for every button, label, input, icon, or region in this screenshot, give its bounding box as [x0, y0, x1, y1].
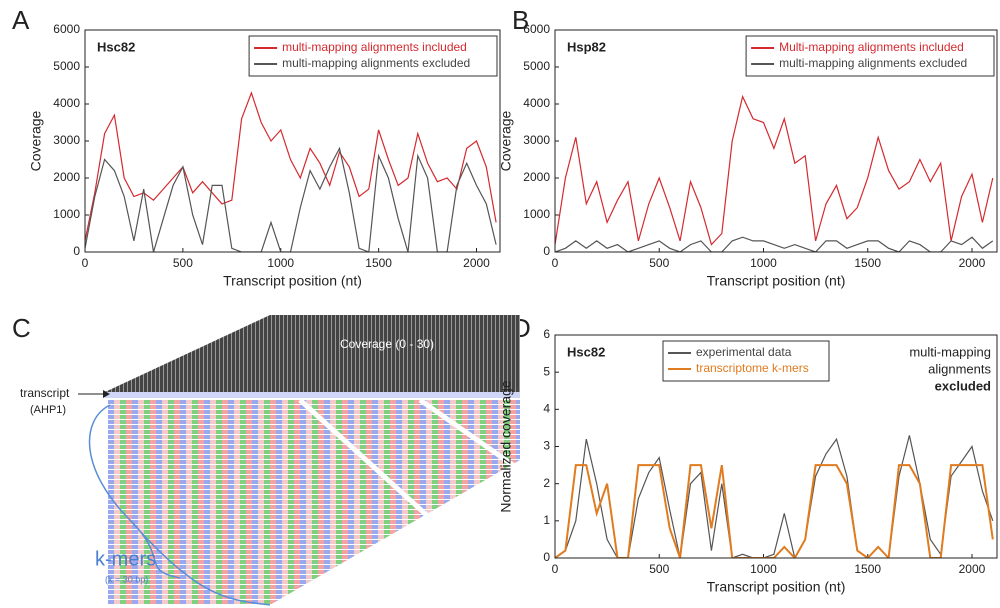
chart: 0 1000 2000 3000 4000 5000 6000 0 500 1000 1500 200… — [28, 22, 501, 289]
y-tick-label: 0 — [543, 244, 550, 258]
y-tick-label: 1 — [543, 513, 550, 527]
chart: 0 1000 2000 3000 4000 5000 6000 0 500 1000 1500 200… — [498, 22, 998, 289]
panel-label: B — [512, 5, 529, 35]
y-tick-label: 0 — [543, 550, 550, 564]
chart-title: Hsc82 — [97, 39, 135, 54]
panel-label: C — [12, 313, 31, 343]
y-tick-label: 3000 — [523, 133, 550, 147]
arrow-head — [103, 390, 110, 398]
panel-label: A — [12, 5, 30, 35]
x-axis-label: Transcript position (nt) — [223, 273, 362, 289]
y-tick-label: 3000 — [53, 133, 80, 147]
y-tick-label: 6000 — [53, 22, 80, 36]
plot-frame — [554, 334, 998, 559]
y-tick-label: 5000 — [53, 59, 80, 73]
y-tick-label: 6 — [543, 327, 550, 341]
x-tick-label: 0 — [552, 256, 559, 270]
legend-box — [745, 35, 995, 77]
x-tick-label: 2000 — [463, 256, 490, 270]
legend-entry: multi-mapping alignments excluded — [779, 56, 967, 70]
y-tick-label: 0 — [73, 244, 80, 258]
x-tick-label: 1000 — [750, 562, 777, 576]
kmer-bracket — [88, 404, 271, 606]
kmer-diagram: Coverage (0 - 30) transcript (AHP1) k-me… — [20, 315, 522, 608]
x-tick-label: 1500 — [854, 256, 881, 270]
x-tick-label: 1500 — [365, 256, 392, 270]
transcript-sequence — [105, 392, 520, 398]
legend-entry: multi-mapping alignments excluded — [282, 56, 470, 70]
legend-entry: experimental data — [696, 345, 792, 359]
y-tick-label: 6000 — [523, 22, 550, 36]
legend-entry: Multi-mapping alignments included — [779, 40, 964, 54]
chart: 0 1 2 3 4 5 6 0 500 1000 1500 2000 Transcript positi… — [498, 327, 998, 595]
series-line — [555, 94, 994, 246]
coverage-label: Coverage (0 - 30) — [340, 337, 434, 351]
y-tick-label: 2000 — [523, 170, 550, 184]
x-tick-label: 500 — [173, 256, 193, 270]
legend-box — [662, 340, 830, 382]
x-tick-label: 500 — [649, 562, 669, 576]
coverage-histogram — [105, 315, 520, 392]
alignment-gap — [418, 397, 522, 473]
series-line — [85, 146, 497, 252]
y-tick-label: 5 — [543, 364, 550, 378]
y-tick-label: 1000 — [53, 207, 80, 221]
x-tick-label: 1000 — [267, 256, 294, 270]
x-tick-label: 0 — [82, 256, 89, 270]
diagram-mask — [270, 460, 520, 608]
x-tick-label: 0 — [552, 562, 559, 576]
y-tick-label: 5000 — [523, 59, 550, 73]
kmer-rows — [108, 400, 520, 605]
x-tick-label: 2000 — [959, 562, 986, 576]
annotation: excluded — [935, 378, 991, 393]
annotation: multi-mapping — [909, 344, 991, 359]
chart-title: Hsp82 — [567, 39, 606, 54]
plot-frame — [554, 29, 998, 253]
x-axis-label: Transcript position (nt) — [707, 273, 846, 289]
chart-title: Hsc82 — [567, 344, 605, 359]
y-axis-label: Coverage — [28, 110, 44, 171]
plot-frame — [84, 29, 501, 253]
x-tick-label: 500 — [649, 256, 669, 270]
y-axis-label: Coverage — [498, 110, 514, 171]
series-line — [555, 464, 994, 558]
y-tick-label: 4000 — [523, 96, 550, 110]
kmers-label: k-mers — [95, 548, 156, 570]
plot-area — [85, 91, 497, 252]
x-tick-label: 1000 — [750, 256, 777, 270]
legend-entry: multi-mapping alignments included — [282, 40, 467, 54]
annotation: alignments — [928, 361, 991, 376]
legend-box — [248, 35, 498, 77]
y-tick-label: 4000 — [53, 96, 80, 110]
legend-entry: transcriptome k-mers — [696, 361, 809, 375]
y-tick-label: 2 — [543, 476, 550, 490]
x-tick-label: 2000 — [959, 256, 986, 270]
x-axis-label: Transcript position (nt) — [707, 579, 846, 595]
transcript-label: transcript — [20, 386, 70, 400]
y-axis-label: Normalized coverage — [498, 380, 514, 512]
x-tick-label: 1500 — [854, 562, 881, 576]
plot-area — [555, 94, 994, 252]
transcript-name: (AHP1) — [30, 404, 66, 416]
series-line — [555, 236, 994, 252]
y-tick-label: 4 — [543, 402, 550, 416]
plot-area — [555, 435, 994, 558]
y-tick-label: 1000 — [523, 207, 550, 221]
y-tick-label: 2000 — [53, 170, 80, 184]
y-tick-label: 3 — [543, 439, 550, 453]
series-line — [85, 91, 497, 242]
kmers-note: (k = 30 bp) — [105, 574, 148, 584]
